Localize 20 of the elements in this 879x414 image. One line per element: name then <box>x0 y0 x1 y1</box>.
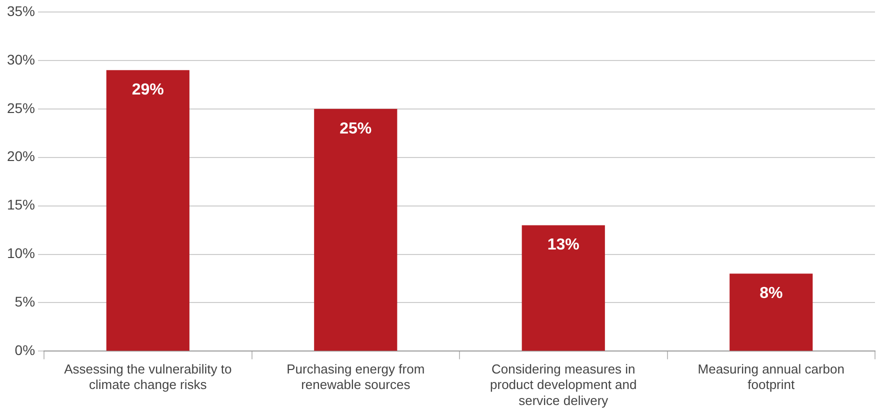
y-tick-label: 25% <box>6 100 36 116</box>
x-tick-label: Measuring annual carbon footprint <box>698 362 844 392</box>
y-tick-label: 20% <box>6 148 36 164</box>
y-tick-label: 30% <box>6 51 36 68</box>
y-tick-label: 10% <box>6 245 36 262</box>
y-tick-label: 15% <box>6 196 36 213</box>
y-tick-label: 5% <box>14 294 36 310</box>
x-tick-label: Purchasing energy from renewable sources <box>286 362 425 392</box>
bar <box>314 108 398 351</box>
x-tick-label: Considering measures in product development and service delivery <box>490 362 637 408</box>
y-tick-label: 35% <box>6 2 36 19</box>
bar <box>106 70 190 351</box>
data-label: 8% <box>760 285 783 302</box>
bar <box>730 274 813 351</box>
y-tick-label: 0% <box>14 342 36 358</box>
data-label: 29% <box>132 82 164 99</box>
data-label: 13% <box>547 236 580 254</box>
data-label: 25% <box>340 120 372 138</box>
bar <box>522 225 605 351</box>
x-tick-label: Assessing the vulnerability to climate change risks <box>64 362 232 392</box>
